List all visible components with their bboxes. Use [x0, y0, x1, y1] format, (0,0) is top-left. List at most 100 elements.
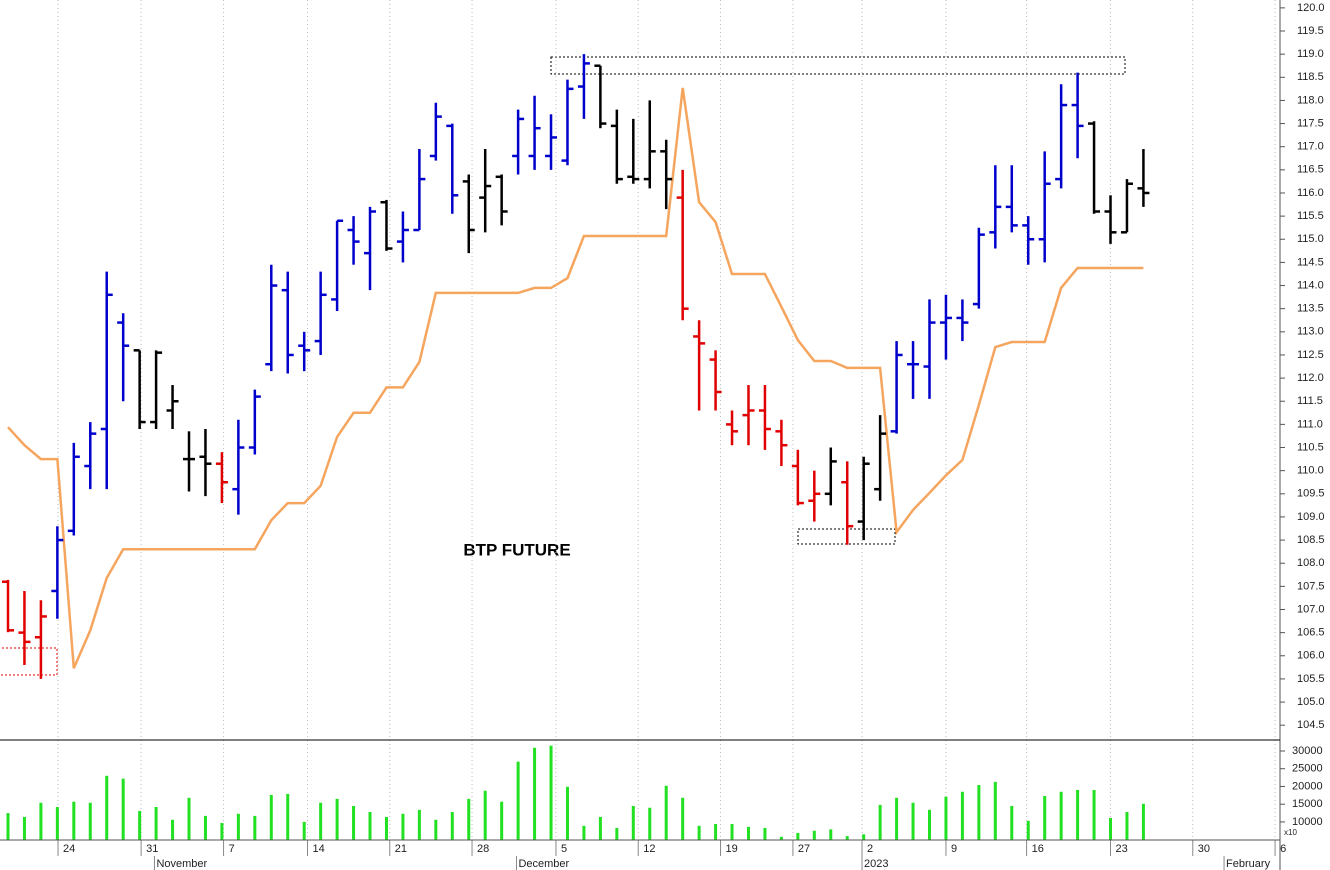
- volume-bar: [450, 811, 454, 840]
- y-tick-label: 105.5: [1297, 673, 1325, 685]
- volume-bar: [220, 822, 224, 840]
- volume-bar: [417, 809, 421, 840]
- volume-bar: [911, 802, 915, 840]
- x-tick-label: 21: [395, 843, 407, 855]
- y-tick-label: 111.5: [1297, 395, 1323, 407]
- volume-bar: [714, 824, 718, 840]
- y-tick-label: 106.0: [1297, 650, 1325, 662]
- y-tick-label: 111.0: [1297, 418, 1323, 430]
- y-tick-label: 110.5: [1297, 441, 1324, 453]
- y-tick-label: 117.0: [1297, 141, 1324, 153]
- volume-bar: [319, 802, 323, 840]
- volume-bar: [1076, 790, 1080, 840]
- y-tick-label: 119.0: [1297, 48, 1324, 60]
- y-tick-label: 116.5: [1297, 164, 1324, 176]
- y2-tick-label: 10000: [1292, 816, 1323, 828]
- y-tick-label: 106.5: [1297, 627, 1325, 639]
- volume-bar: [171, 819, 175, 840]
- x-tick-label: 30: [1198, 843, 1210, 855]
- y-tick-label: 116.0: [1297, 187, 1324, 199]
- month-label: December: [518, 858, 569, 870]
- y-tick-label: 109.5: [1297, 488, 1325, 500]
- y-tick-label: 104.5: [1297, 719, 1325, 731]
- volume-bar: [845, 836, 849, 840]
- y-tick-label: 108.0: [1297, 557, 1325, 569]
- y-tick-label: 105.0: [1297, 696, 1325, 708]
- y2-tick-label: 15000: [1292, 798, 1323, 810]
- y-tick-label: 115.5: [1297, 210, 1324, 222]
- y-tick-label: 117.5: [1297, 117, 1324, 129]
- y-tick-label: 107.0: [1297, 603, 1325, 615]
- volume-bar: [944, 796, 948, 840]
- y-tick-label: 118.0: [1297, 94, 1324, 106]
- volume-bar: [22, 816, 26, 840]
- volume-bar: [565, 786, 569, 840]
- y-tick-label: 110.0: [1297, 465, 1324, 477]
- y-tick-label: 115.0: [1297, 233, 1324, 245]
- volume-bar: [516, 761, 520, 840]
- y-tick-label: 114.0: [1297, 279, 1324, 291]
- volume-bar: [746, 826, 750, 840]
- volume-bar: [203, 815, 207, 840]
- volume-bar: [977, 785, 981, 840]
- y-tick-label: 108.5: [1297, 534, 1325, 546]
- x-tick-label: 23: [1116, 843, 1128, 855]
- volume-bar: [631, 805, 635, 840]
- y-tick-label: 109.0: [1297, 511, 1325, 523]
- volume-bar: [664, 785, 668, 840]
- volume-bar: [648, 807, 652, 840]
- x-tick-label: 9: [951, 843, 957, 855]
- volume-bar: [878, 804, 882, 840]
- x-tick-label: 14: [312, 843, 324, 855]
- volume-bar: [598, 816, 602, 840]
- volume-bar: [401, 813, 405, 840]
- volume-bar: [72, 801, 76, 840]
- chart-title: BTP FUTURE: [463, 540, 570, 559]
- x-tick-label: 7: [229, 843, 235, 855]
- volume-bar: [187, 797, 191, 840]
- volume-bar: [384, 816, 388, 840]
- volume-bar: [960, 791, 964, 840]
- month-label: February: [1226, 858, 1271, 870]
- volume-bar: [500, 801, 504, 840]
- volume-bar: [533, 747, 537, 840]
- x-tick-label: 12: [643, 843, 655, 855]
- volume-bar: [1109, 818, 1113, 840]
- x-tick-label: 24: [63, 843, 75, 855]
- volume-bar: [368, 811, 372, 840]
- volume-bar: [1059, 791, 1063, 840]
- y-tick-label: 120.0: [1297, 2, 1325, 14]
- volume-bar: [335, 798, 339, 840]
- x-tick-label: 19: [726, 843, 738, 855]
- x-tick-label: 27: [798, 843, 810, 855]
- trend-line: [7, 87, 1144, 669]
- volume-bar: [829, 829, 833, 840]
- volume-bar: [927, 809, 931, 840]
- y-tick-label: 112.0: [1297, 372, 1324, 384]
- volume-bar: [105, 775, 109, 840]
- volume-bar: [121, 778, 125, 840]
- x-tick-label: 16: [1032, 843, 1044, 855]
- volume-bar: [483, 790, 487, 840]
- volume-bar: [88, 802, 92, 840]
- volume-bar: [763, 827, 767, 840]
- volume-bar: [352, 805, 356, 840]
- y2-tick-label: 20000: [1292, 780, 1323, 792]
- x-tick-label: 2: [867, 843, 873, 855]
- volume-bar: [154, 807, 158, 840]
- y-tick-label: 112.5: [1297, 349, 1324, 361]
- volume-bar: [6, 813, 10, 840]
- volume-bar: [895, 797, 899, 840]
- volume-bar: [1141, 803, 1145, 840]
- y-tick-label: 118.5: [1297, 71, 1324, 83]
- y-tick-label: 119.5: [1297, 25, 1324, 37]
- volume-bar: [1092, 790, 1096, 840]
- annotation-box: [550, 56, 1126, 75]
- volume-bar: [138, 810, 142, 840]
- volume-bar: [1010, 805, 1014, 840]
- volume-bar: [796, 832, 800, 840]
- y2-tick-label: 25000: [1292, 763, 1323, 775]
- x-tick-label: 6: [1280, 843, 1286, 855]
- volume-bar: [236, 813, 240, 840]
- volume-bar: [615, 827, 619, 840]
